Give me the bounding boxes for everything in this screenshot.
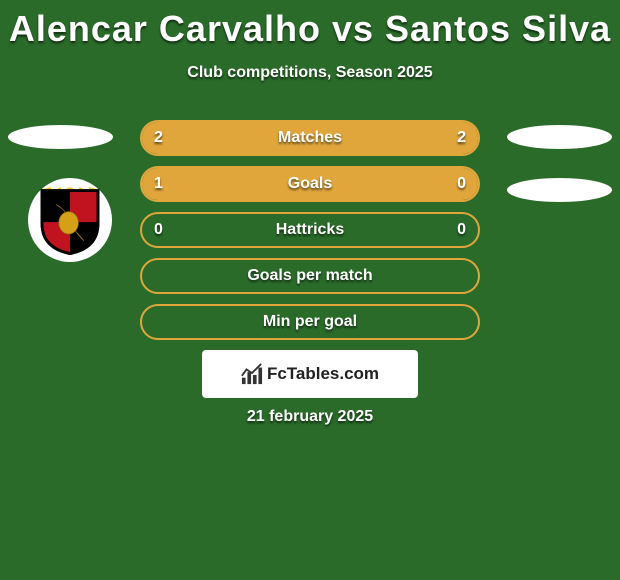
stat-label: Matches [142,122,478,154]
stat-row: 10Goals [140,166,480,202]
stat-label: Min per goal [142,306,478,338]
page-title: Alencar Carvalho vs Santos Silva [0,0,620,50]
stats-container: 22Matches 10Goals 00Hattricks Goals per mat… [140,120,480,350]
stat-label: Goals [142,168,478,200]
player-oval-top-left [8,125,113,149]
stat-row: Min per goal [140,304,480,340]
player-oval-top-right [507,125,612,149]
club-logo [28,178,112,262]
stat-row: 00Hattricks [140,212,480,248]
brand-badge: FcTables.com [202,350,418,398]
stat-label: Goals per match [142,260,478,292]
footer-date: 21 february 2025 [0,408,620,426]
stat-label: Hattricks [142,214,478,246]
club-shield-icon [35,185,105,255]
brand-text: FcTables.com [267,364,379,384]
page-subtitle: Club competitions, Season 2025 [0,64,620,82]
stat-row: Goals per match [140,258,480,294]
stat-row: 22Matches [140,120,480,156]
player-oval-mid-right [507,178,612,202]
bar-chart-icon [241,363,263,385]
